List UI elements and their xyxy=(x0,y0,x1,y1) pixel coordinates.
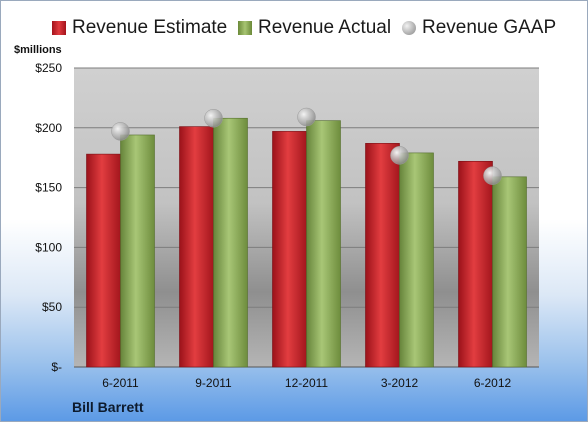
y-tick-label: $200 xyxy=(35,121,62,135)
y-axis-unit-label: $millions xyxy=(14,44,62,56)
y-tick-label: $250 xyxy=(35,61,62,75)
legend-item-estimate: Revenue Estimate xyxy=(52,15,227,41)
legend-label-gaap: Revenue GAAP xyxy=(422,17,557,38)
bar-revenue-estimate xyxy=(365,143,400,368)
company-name: Bill Barrett xyxy=(72,399,144,415)
marker-revenue-gaap xyxy=(204,108,223,128)
legend-swatch-actual xyxy=(238,21,252,35)
x-tick-label: 3-2012 xyxy=(381,376,419,390)
x-tick-label: 6-2011 xyxy=(102,376,139,390)
bar-revenue-actual xyxy=(213,117,248,368)
x-tick-label: 6-2012 xyxy=(474,376,512,390)
y-tick-label: $- xyxy=(51,360,62,374)
bar-revenue-estimate xyxy=(179,126,214,368)
gaap-markers xyxy=(111,107,502,185)
x-tick-label: 9-2011 xyxy=(195,376,232,390)
marker-revenue-gaap xyxy=(297,107,316,127)
bar-revenue-actual xyxy=(399,152,434,368)
y-tick-label: $100 xyxy=(35,240,62,254)
marker-revenue-gaap xyxy=(483,166,502,185)
marker-revenue-gaap xyxy=(111,122,130,141)
bar-revenue-estimate xyxy=(86,153,121,368)
legend-label-actual: Revenue Actual xyxy=(258,17,392,38)
y-tick-label: $50 xyxy=(42,300,62,314)
y-axis-ticks: $- $50 $100 $150 $200 $250 xyxy=(35,61,62,374)
bar-revenue-actual xyxy=(306,120,341,368)
legend-item-gaap: Revenue GAAP xyxy=(402,15,556,41)
legend-swatch-gaap xyxy=(402,21,416,35)
legend: Revenue Estimate Revenue Actual Revenue … xyxy=(0,15,588,41)
bar-revenue-actual xyxy=(492,176,527,368)
marker-revenue-gaap xyxy=(390,146,409,165)
x-axis-ticks: 6-2011 9-2011 12-2011 3-2012 6-2012 xyxy=(102,376,511,390)
bars xyxy=(86,117,527,368)
legend-label-estimate: Revenue Estimate xyxy=(72,17,228,38)
legend-item-actual: Revenue Actual xyxy=(238,15,391,41)
x-tick-label: 12-2011 xyxy=(285,376,328,390)
bar-revenue-estimate xyxy=(272,131,307,368)
bar-revenue-actual xyxy=(120,134,155,368)
legend-swatch-estimate xyxy=(52,21,66,35)
y-tick-label: $150 xyxy=(35,181,62,195)
bar-revenue-estimate xyxy=(458,160,493,368)
